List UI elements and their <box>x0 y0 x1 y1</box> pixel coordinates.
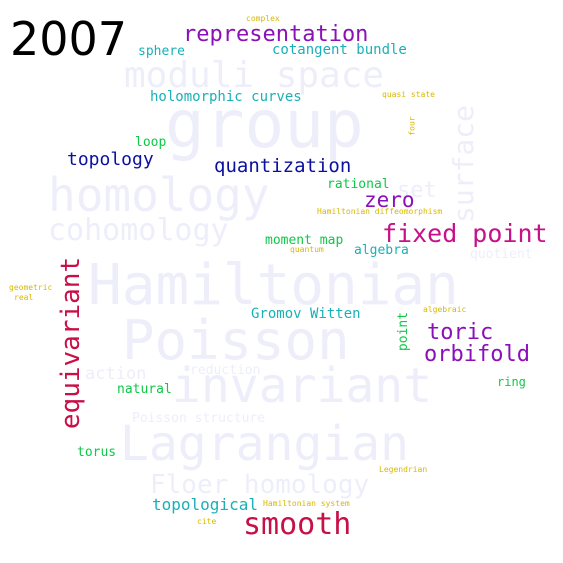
word-fixed-point: fixed point <box>382 219 548 248</box>
word-holomorphic-curves: holomorphic curves <box>150 89 302 105</box>
year-label: 2007 <box>10 12 128 66</box>
bg-word-action: action <box>85 364 147 384</box>
word-sphere: sphere <box>138 44 185 59</box>
bg-word-reduction: reduction <box>190 363 261 378</box>
bg-word-lagrangian: Lagrangian <box>120 416 409 472</box>
bg-word-homology: homology <box>48 168 270 222</box>
word-ring: ring <box>497 375 526 389</box>
word-algebraic: algebraic <box>423 305 467 314</box>
bg-word-floer-homology: Floer homology <box>150 470 370 500</box>
bg-word-poisson: Poisson <box>122 309 350 372</box>
bg-word-cohomology: cohomology <box>48 213 229 248</box>
word-rational: rational <box>327 177 390 192</box>
word-representation: representation <box>183 22 369 47</box>
word-complex: complex <box>246 14 280 23</box>
word-quantization: quantization <box>214 155 352 177</box>
bg-word-hamiltonian: Hamiltonian <box>88 253 459 318</box>
word-toric: toric <box>427 320 494 345</box>
word-gromov-witten: Gromov Witten <box>251 306 361 322</box>
word-smooth: smooth <box>243 507 352 542</box>
word-point: point <box>396 311 412 352</box>
word-zero: zero <box>364 188 415 212</box>
word-four: four <box>407 116 417 136</box>
bg-word-surface: surface <box>447 104 481 224</box>
bg-word-group: group <box>165 86 364 163</box>
word-cotangent-bundle: cotangent bundle <box>272 42 407 58</box>
word-geometric: geometric <box>9 283 53 292</box>
bg-word-quotient: quotient <box>470 247 533 262</box>
word-equivariant: equivariant <box>56 256 87 430</box>
word-cite: cite <box>197 517 217 526</box>
word-hamiltonian-system: Hamiltonian system <box>263 499 350 508</box>
bg-word-poisson-structure: Poisson structure <box>132 411 266 426</box>
word-loop: loop <box>135 135 167 150</box>
word-legendrian: Legendrian <box>379 465 428 474</box>
bg-word-invariant: invariant <box>172 358 433 414</box>
word-torus: torus <box>77 445 117 460</box>
bg-word-set: set <box>397 178 437 203</box>
word-orbifold: orbifold <box>424 342 530 367</box>
bg-word-moduli-space: moduli space <box>124 55 385 96</box>
word-real: real <box>14 293 34 302</box>
word-topology: topology <box>67 149 154 170</box>
word-moment-map: moment map <box>265 233 344 248</box>
word-algebra: algebra <box>354 243 409 258</box>
word-quantum: quantum <box>290 245 324 254</box>
word-natural: natural <box>117 382 172 397</box>
word-topological: topological <box>152 495 258 514</box>
word-quasi-state: quasi state <box>382 90 435 99</box>
word-hamiltonian-diffeomorphism: Hamiltonian diffeomorphism <box>317 207 443 216</box>
